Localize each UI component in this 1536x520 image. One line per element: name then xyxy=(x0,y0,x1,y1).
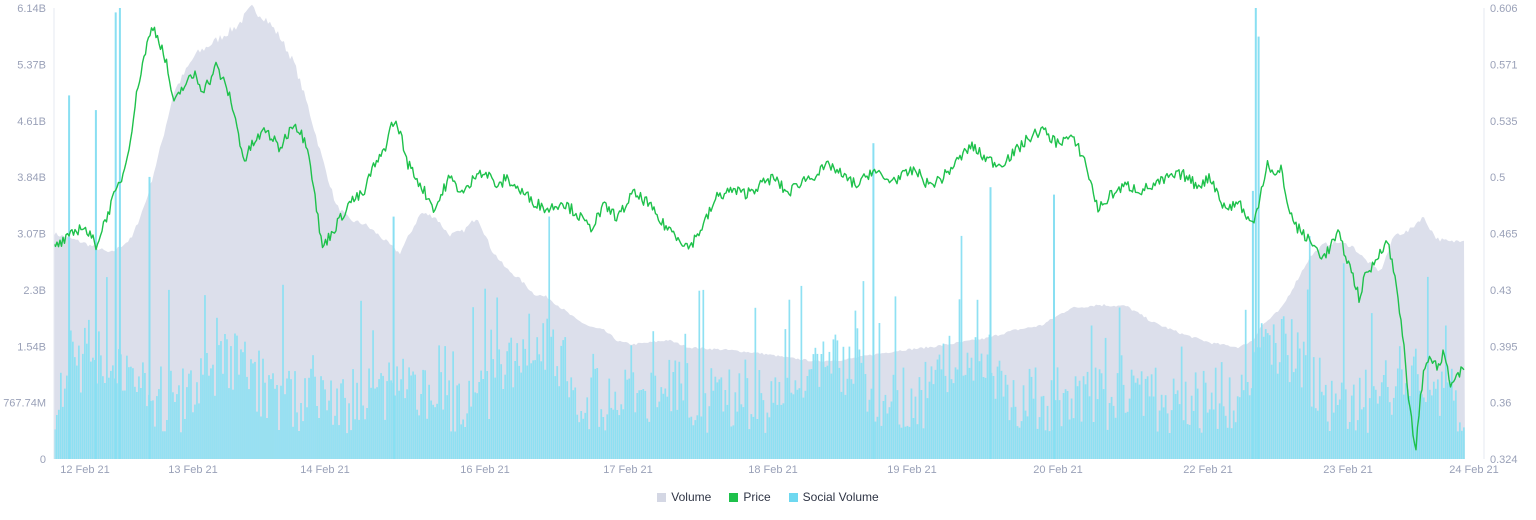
legend-label-volume: Volume xyxy=(671,490,712,504)
social-volume-bar-series xyxy=(54,8,1465,460)
x-axis-tick-label: 24 Feb 21 xyxy=(1449,464,1499,476)
x-axis-tick-label: 13 Feb 21 xyxy=(168,464,218,476)
price-line-series xyxy=(53,26,1465,451)
right-axis-tick-label: 0.606 xyxy=(1490,3,1518,15)
right-axis-tick-label: 0.5 xyxy=(1490,172,1505,184)
x-axis-tick-label: 16 Feb 21 xyxy=(460,464,510,476)
x-axis-tick-label: 20 Feb 21 xyxy=(1033,464,1083,476)
left-axis-tick-label: 1.54B xyxy=(17,341,46,353)
x-axis-ticks: 12 Feb 21 13 Feb 21 14 Feb 21 16 Feb 21 17 F… xyxy=(60,464,1499,476)
chart-legend: Volume Price Social Volume xyxy=(0,490,1536,504)
x-axis-tick-label: 23 Feb 21 xyxy=(1323,464,1373,476)
left-axis-tick-label: 767.74M xyxy=(3,398,46,410)
legend-item-volume[interactable]: Volume xyxy=(657,490,711,504)
legend-swatch-price-icon xyxy=(729,492,739,502)
volume-area-series xyxy=(54,4,1465,459)
legend-item-social-volume[interactable]: Social Volume xyxy=(788,490,879,504)
x-axis-tick-label: 19 Feb 21 xyxy=(887,464,937,476)
right-axis-tick-label: 0.395 xyxy=(1490,341,1518,353)
legend-swatch-social-volume-icon xyxy=(788,492,798,502)
left-axis-ticks: 6.14B 5.37B 4.61B 3.84B 3.07B 2.3B 1.54B 767.74… xyxy=(3,3,46,466)
legend-item-price[interactable]: Price xyxy=(729,490,771,504)
right-axis-tick-label: 0.43 xyxy=(1490,285,1511,297)
left-axis-tick-label: 3.07B xyxy=(17,229,46,241)
left-axis-tick-label: 3.84B xyxy=(17,172,46,184)
right-axis-tick-label: 0.571 xyxy=(1490,59,1518,71)
volume-area xyxy=(54,4,1465,459)
x-axis-tick-label: 22 Feb 21 xyxy=(1183,464,1233,476)
left-axis-tick-label: 4.61B xyxy=(17,116,46,128)
left-axis-tick-label: 2.3B xyxy=(23,285,46,297)
left-axis-tick-label: 5.37B xyxy=(17,59,46,71)
legend-swatch-volume-icon xyxy=(657,492,667,502)
right-axis-tick-label: 0.465 xyxy=(1490,229,1518,241)
x-axis-tick-label: 17 Feb 21 xyxy=(603,464,653,476)
right-axis-tick-label: 0.324 xyxy=(1490,454,1518,466)
legend-label-price: Price xyxy=(743,490,771,504)
legend-label-social-volume: Social Volume xyxy=(802,490,879,504)
x-axis-tick-label: 14 Feb 21 xyxy=(300,464,350,476)
left-axis-tick-label: 6.14B xyxy=(17,3,46,15)
x-axis-tick-label: 12 Feb 21 xyxy=(60,464,110,476)
right-axis-tick-label: 0.535 xyxy=(1490,116,1518,128)
right-axis-ticks: 0.606 0.571 0.535 0.5 0.465 0.43 0.395 0.36 0.32… xyxy=(1490,3,1518,466)
right-axis-tick-label: 0.36 xyxy=(1490,398,1511,410)
x-axis-tick-label: 18 Feb 21 xyxy=(748,464,798,476)
left-axis-tick-label: 0 xyxy=(40,454,46,466)
